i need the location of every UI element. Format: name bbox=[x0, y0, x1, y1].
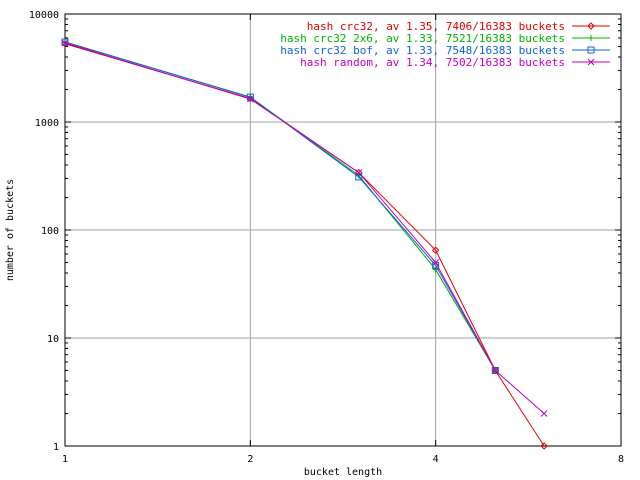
data-point-marker bbox=[491, 367, 499, 374]
x-tick-label: 2 bbox=[247, 454, 253, 465]
series-line bbox=[64, 41, 496, 371]
series-1 bbox=[61, 40, 548, 450]
y-tick-label: 1000 bbox=[35, 118, 59, 129]
data-point-marker bbox=[355, 169, 363, 176]
data-point-marker bbox=[540, 410, 548, 417]
y-tick-label: 10 bbox=[47, 334, 59, 345]
data-point-marker bbox=[355, 173, 363, 181]
legend-label: hash crc32 bof, av 1.33, 7548/16383 buck… bbox=[280, 44, 565, 57]
x-axis-title: bucket length bbox=[304, 467, 382, 478]
data-point-marker bbox=[246, 93, 254, 101]
series-3 bbox=[61, 38, 499, 375]
series-line bbox=[64, 41, 496, 371]
legend-item: hash crc32 2x6, av 1.33, 7521/16383 buck… bbox=[280, 32, 610, 45]
legend-item: hash crc32, av 1.35, 7406/16383 buckets bbox=[307, 20, 610, 33]
series-group bbox=[61, 38, 548, 450]
legend-label: hash random, av 1.34, 7502/16383 buckets bbox=[300, 56, 565, 69]
legend: hash crc32, av 1.35, 7406/16383 bucketsh… bbox=[280, 20, 610, 69]
x-tick-label: 4 bbox=[433, 454, 439, 465]
data-point-marker bbox=[61, 39, 69, 47]
data-point-marker bbox=[432, 259, 440, 266]
y-tick-label: 100 bbox=[41, 226, 59, 237]
legend-item: hash crc32 bof, av 1.33, 7548/16383 buck… bbox=[280, 44, 610, 57]
data-point-marker bbox=[540, 442, 548, 450]
grid bbox=[65, 14, 621, 446]
x-tick-label: 1 bbox=[62, 454, 68, 465]
series-4 bbox=[61, 39, 548, 417]
data-point-marker bbox=[587, 46, 595, 54]
data-point-marker bbox=[587, 22, 595, 30]
series-line bbox=[64, 43, 545, 447]
data-point-marker bbox=[62, 39, 68, 46]
data-point-marker bbox=[587, 58, 595, 66]
legend-item: hash random, av 1.34, 7502/16383 buckets bbox=[300, 56, 610, 69]
series-line bbox=[64, 42, 545, 414]
y-tick-label: 1 bbox=[53, 442, 59, 453]
legend-label: hash crc32 2x6, av 1.33, 7521/16383 buck… bbox=[280, 32, 565, 45]
data-point-marker bbox=[491, 367, 499, 375]
data-point-marker bbox=[246, 95, 254, 103]
data-point-marker bbox=[431, 246, 440, 254]
data-point-marker bbox=[588, 35, 594, 41]
data-point-marker bbox=[61, 38, 69, 46]
x-tick-label: 8 bbox=[618, 454, 624, 465]
y-tick-label: 10000 bbox=[29, 10, 59, 21]
y-axis-title: number of buckets bbox=[5, 179, 16, 281]
legend-label: hash crc32, av 1.35, 7406/16383 buckets bbox=[307, 20, 565, 33]
series-2 bbox=[62, 39, 499, 374]
axis-ticks: 1 2 4 8 1 10 100 1000 10000 bbox=[29, 10, 624, 465]
